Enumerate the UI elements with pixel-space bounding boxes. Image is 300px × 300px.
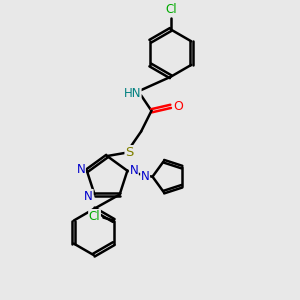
Text: Cl: Cl (89, 210, 100, 223)
Text: N: N (141, 170, 149, 183)
Text: HN: HN (124, 86, 141, 100)
Text: N: N (130, 164, 138, 177)
Text: N: N (84, 190, 93, 202)
Text: O: O (173, 100, 183, 113)
Text: Cl: Cl (165, 3, 176, 16)
Text: N: N (76, 163, 85, 176)
Text: S: S (125, 146, 134, 159)
